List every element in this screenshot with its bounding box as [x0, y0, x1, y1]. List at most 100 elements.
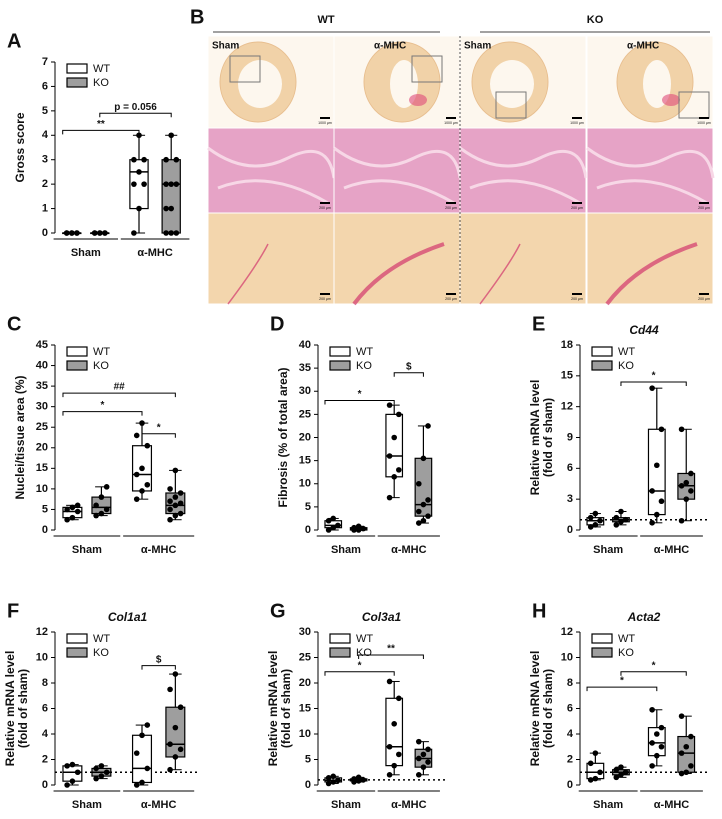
y-tick-label: 0 [305, 779, 311, 791]
data-point [64, 782, 70, 788]
y-axis-label: Nuclei/tissue area (%) [13, 375, 27, 499]
data-point [658, 498, 665, 505]
data-point [420, 517, 427, 524]
y-tick-label: 3 [567, 493, 573, 505]
y-tick-label: 6 [42, 80, 48, 92]
scale-label: 1000 µm [444, 121, 458, 125]
y-tick-label: 35 [36, 380, 48, 392]
histology-image [586, 212, 714, 305]
y-tick-label: 5 [42, 105, 48, 117]
legend-label: KO [618, 647, 634, 659]
x-tick-label: Sham [331, 544, 361, 556]
legend-label: WT [356, 633, 373, 645]
data-point [355, 774, 362, 781]
y-tick-label: 12 [561, 626, 573, 638]
significance-bracket [620, 381, 687, 386]
significance-bracket [324, 671, 395, 676]
legend-swatch [329, 633, 351, 644]
data-point [102, 230, 108, 236]
data-point [391, 434, 398, 441]
histology-image [459, 212, 587, 305]
data-point [98, 510, 105, 517]
tissue-texture [586, 146, 715, 205]
legend-swatch [66, 360, 88, 371]
data-point [683, 479, 690, 486]
tissue-texture [333, 146, 462, 205]
data-point [618, 508, 624, 515]
x-tick-label: Sham [71, 247, 101, 259]
legend-swatch [66, 633, 88, 644]
y-tick-label: 0 [42, 227, 48, 239]
data-point [74, 769, 81, 776]
data-point [141, 156, 147, 163]
data-point [168, 205, 174, 212]
y-tick-label: 2 [42, 178, 48, 190]
legend-swatch [66, 346, 88, 357]
data-point [69, 514, 76, 521]
data-point [396, 695, 402, 702]
data-point [177, 500, 184, 507]
data-point [415, 772, 422, 778]
data-point [654, 462, 660, 469]
data-point [74, 502, 81, 509]
data-point [360, 777, 367, 783]
x-tick-label: α-MHC [141, 544, 177, 556]
data-point [141, 181, 147, 187]
heart-lumen [643, 60, 671, 108]
significance-bracket [62, 129, 140, 135]
x-tick-label: Sham [593, 799, 623, 811]
data-point [420, 751, 427, 758]
legend-label: KO [356, 647, 372, 659]
y-tick-label: 15 [36, 462, 48, 474]
data-point [386, 494, 393, 501]
data-point [420, 764, 427, 770]
data-point [396, 411, 402, 418]
data-point [649, 740, 655, 746]
scale-label: 200 µm [571, 297, 583, 301]
x-tick-label: α-MHC [391, 799, 427, 811]
data-point [425, 513, 431, 519]
legend-swatch [329, 647, 351, 658]
data-point [91, 230, 98, 236]
y-tick-label: 40 [36, 359, 48, 371]
data-point [386, 678, 393, 685]
y-tick-label: 0 [305, 524, 311, 536]
data-point [420, 455, 427, 462]
y-tick-label: 6 [567, 702, 573, 714]
data-point [592, 522, 599, 528]
y-axis-label: (fold of sham) [279, 669, 293, 748]
data-point [649, 763, 655, 769]
data-point [618, 772, 624, 778]
data-point [391, 762, 398, 769]
data-point [93, 512, 99, 519]
y-tick-label: 20 [299, 431, 311, 443]
x-tick-label: α-MHC [654, 799, 690, 811]
data-point [420, 501, 427, 508]
data-point [649, 488, 655, 494]
x-tick-label: Sham [331, 799, 361, 811]
y-tick-label: 8 [567, 677, 573, 689]
data-point [658, 426, 665, 433]
legend-label: WT [93, 346, 110, 358]
significance-bracket [141, 433, 176, 438]
y-tick-label: 25 [299, 408, 311, 420]
data-point [351, 776, 357, 782]
y-axis-label: Relative mRNA level [266, 651, 280, 767]
data-point [163, 156, 169, 163]
data-point [622, 516, 629, 523]
data-point [592, 510, 599, 517]
data-point [139, 420, 145, 426]
y-tick-label: 30 [36, 401, 48, 413]
data-point [330, 515, 337, 522]
panel-letter: C [7, 313, 21, 335]
y-tick-label: 10 [299, 728, 311, 740]
column-label: α-MHC [627, 41, 659, 52]
data-point [330, 773, 337, 780]
data-point [167, 516, 173, 523]
y-axis-label: (fold of sham) [541, 398, 555, 477]
x-tick-label: Sham [72, 799, 102, 811]
x-tick-label: α-MHC [137, 247, 173, 259]
data-point [386, 453, 393, 459]
histology-panel: B WT KO 1000 µm 1000 µm 1000 µm 1000 µm 200 … [190, 6, 715, 306]
data-point [97, 230, 103, 236]
